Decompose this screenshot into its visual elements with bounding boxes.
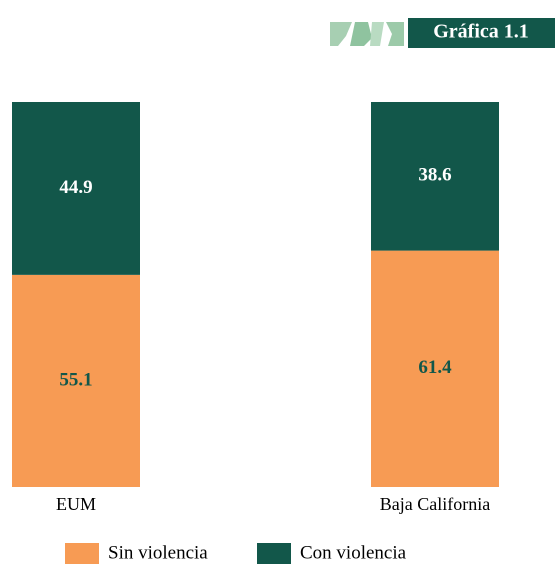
chart-title: Gráfica 1.1 — [433, 21, 529, 43]
value-label: 61.4 — [418, 357, 452, 378]
value-label: 44.9 — [59, 177, 92, 198]
legend-label: Con violencia — [300, 542, 407, 563]
legend-swatch — [65, 543, 99, 564]
value-label: 55.1 — [59, 369, 92, 390]
bar-segment — [371, 250, 499, 487]
bar-segment — [371, 102, 499, 251]
bar-segment — [12, 274, 140, 487]
bar-segment — [12, 102, 140, 275]
x-tick-label: EUM — [56, 494, 96, 514]
legend-label: Sin violencia — [108, 542, 208, 563]
value-label: 38.6 — [418, 165, 451, 186]
legend-swatch — [257, 543, 291, 564]
x-tick-label: Baja California — [380, 494, 490, 514]
header-decoration — [330, 22, 404, 46]
title-box — [408, 18, 555, 48]
